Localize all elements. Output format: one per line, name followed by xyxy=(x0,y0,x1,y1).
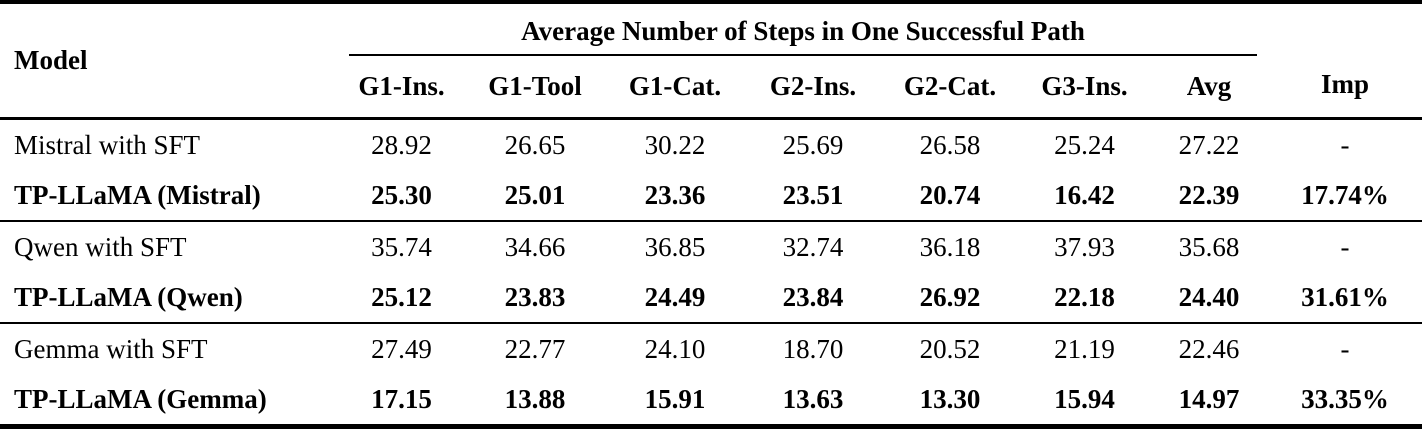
imp-cell: 33.35% xyxy=(1301,384,1389,414)
table-row: Gemma with SFT 27.49 22.77 24.10 18.70 2… xyxy=(0,323,1422,374)
value-cell: 22.18 xyxy=(1054,282,1115,312)
value-cell: 36.85 xyxy=(644,232,706,262)
spanning-header-cell: Average Number of Steps in One Successfu… xyxy=(338,2,1268,56)
value-cell: 24.10 xyxy=(644,334,706,364)
column-header-g1-cat: G1-Cat. xyxy=(628,71,722,101)
header-row-columns: G1-Ins. G1-Tool G1-Cat. G2-Ins. G2-Cat. … xyxy=(0,56,1422,119)
value-cell: 22.39 xyxy=(1178,180,1240,210)
table-row: TP-LLaMA (Gemma) 17.15 13.88 15.91 13.63… xyxy=(0,374,1422,427)
value-cell: 22.46 xyxy=(1178,334,1240,364)
imp-cell: - xyxy=(1340,334,1350,364)
column-header-g1-tool: G1-Tool xyxy=(488,71,582,101)
imp-column-header: Imp xyxy=(1321,69,1370,99)
value-cell: 24.40 xyxy=(1178,282,1240,312)
header-row-span: Model Average Number of Steps in One Suc… xyxy=(0,2,1422,99)
table-row: TP-LLaMA (Qwen) 25.12 23.83 24.49 23.84 … xyxy=(0,272,1422,323)
value-cell: 26.58 xyxy=(919,130,981,160)
imp-cell: - xyxy=(1340,130,1350,160)
value-cell: 30.22 xyxy=(644,130,706,160)
value-cell: 14.97 xyxy=(1178,384,1240,414)
value-cell: 23.51 xyxy=(782,180,844,210)
value-cell: 26.65 xyxy=(504,130,566,160)
value-cell: 21.19 xyxy=(1054,334,1115,364)
value-cell: 25.01 xyxy=(504,180,566,210)
value-cell: 34.66 xyxy=(504,232,566,262)
value-cell: 17.15 xyxy=(371,384,432,414)
model-name: TP-LLaMA (Mistral) xyxy=(14,180,261,210)
table-row: TP-LLaMA (Mistral) 25.30 25.01 23.36 23.… xyxy=(0,170,1422,221)
table-row: Qwen with SFT 35.74 34.66 36.85 32.74 36… xyxy=(0,221,1422,272)
value-cell: 13.88 xyxy=(504,384,566,414)
value-cell: 24.49 xyxy=(644,282,706,312)
imp-cell: - xyxy=(1340,232,1350,262)
column-header-g2-cat: G2-Cat. xyxy=(903,71,997,101)
value-cell: 35.74 xyxy=(371,232,432,262)
group-gemma: Gemma with SFT 27.49 22.77 24.10 18.70 2… xyxy=(0,323,1422,427)
value-cell: 20.74 xyxy=(919,180,981,210)
model-name: TP-LLaMA (Qwen) xyxy=(14,282,243,312)
value-cell: 27.49 xyxy=(371,334,432,364)
column-header-avg: Avg xyxy=(1186,71,1232,101)
table-row: Mistral with SFT 28.92 26.65 30.22 25.69… xyxy=(0,119,1422,171)
model-column-header: Model xyxy=(14,45,88,75)
spanning-header-title: Average Number of Steps in One Successfu… xyxy=(349,4,1258,56)
imp-cell: 17.74% xyxy=(1301,180,1389,210)
value-cell: 22.77 xyxy=(504,334,566,364)
value-cell: 16.42 xyxy=(1054,180,1115,210)
value-cell: 37.93 xyxy=(1054,232,1115,262)
value-cell: 23.83 xyxy=(504,282,566,312)
value-cell: 26.92 xyxy=(919,282,981,312)
model-name: Gemma with SFT xyxy=(14,334,208,364)
value-cell: 25.30 xyxy=(371,180,432,210)
value-cell: 13.30 xyxy=(919,384,981,414)
imp-cell: 31.61% xyxy=(1301,282,1389,312)
value-cell: 36.18 xyxy=(919,232,981,262)
group-qwen: Qwen with SFT 35.74 34.66 36.85 32.74 36… xyxy=(0,221,1422,323)
value-cell: 15.94 xyxy=(1054,384,1115,414)
value-cell: 25.24 xyxy=(1054,130,1115,160)
value-cell: 20.52 xyxy=(919,334,981,364)
value-cell: 32.74 xyxy=(782,232,844,262)
value-cell: 28.92 xyxy=(371,130,432,160)
value-cell: 23.84 xyxy=(782,282,844,312)
table-header: Model Average Number of Steps in One Suc… xyxy=(0,2,1422,119)
value-cell: 27.22 xyxy=(1178,130,1240,160)
model-name: TP-LLaMA (Gemma) xyxy=(14,384,267,414)
value-cell: 13.63 xyxy=(782,384,844,414)
value-cell: 18.70 xyxy=(782,334,844,364)
group-mistral: Mistral with SFT 28.92 26.65 30.22 25.69… xyxy=(0,119,1422,222)
column-header-g3-ins: G3-Ins. xyxy=(1041,71,1128,101)
model-name: Mistral with SFT xyxy=(14,130,201,160)
model-name: Qwen with SFT xyxy=(14,232,187,262)
column-header-g1-ins: G1-Ins. xyxy=(358,71,445,101)
value-cell: 25.69 xyxy=(782,130,844,160)
value-cell: 15.91 xyxy=(644,384,706,414)
value-cell: 23.36 xyxy=(644,180,706,210)
value-cell: 35.68 xyxy=(1178,232,1240,262)
value-cell: 25.12 xyxy=(371,282,432,312)
column-header-g2-ins: G2-Ins. xyxy=(769,71,857,101)
